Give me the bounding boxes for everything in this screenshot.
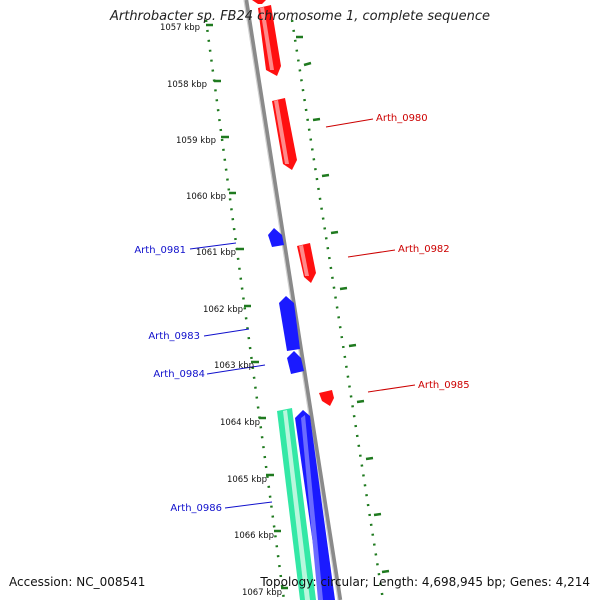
gene-arth-0983-arrow xyxy=(279,296,300,351)
tick-label: 1062 kbp xyxy=(203,305,243,315)
gene-label-arth-0982[interactable]: Arth_0982 xyxy=(398,244,450,255)
gene-labels: Arth_0980 Arth_0981 Arth_0982 Arth_0983 … xyxy=(134,113,469,514)
gene-arth-0981-arrow xyxy=(268,228,284,247)
tick-label: 1066 kbp xyxy=(234,531,274,541)
gene-arth-0984-arrow xyxy=(287,351,304,374)
gene-arth-0985-arrow xyxy=(319,390,334,406)
summary-label: Topology: circular; Length: 4,698,945 bp… xyxy=(260,575,590,589)
tick-label: 1064 kbp xyxy=(220,418,260,428)
major-ticks-right xyxy=(296,35,390,574)
tick-label: 1058 kbp xyxy=(167,80,207,90)
right-dotted-track xyxy=(290,19,385,600)
gene-label-arth-0985[interactable]: Arth_0985 xyxy=(418,380,470,391)
rna-genes xyxy=(277,408,316,600)
tick-label: 1067 kbp xyxy=(242,588,282,598)
genome-backbone xyxy=(243,0,343,600)
tick-label: 1057 kbp xyxy=(160,23,200,33)
tick-label: 1059 kbp xyxy=(176,136,216,146)
gene-label-arth-0980[interactable]: Arth_0980 xyxy=(376,113,428,124)
gene-arth-0979-arrow xyxy=(252,0,266,4)
label-leader-lines xyxy=(189,118,416,509)
major-ticks-left xyxy=(206,23,288,590)
map-title: Arthrobacter sp. FB24 chromosome 1, comp… xyxy=(109,9,491,24)
tick-label: 1065 kbp xyxy=(227,475,267,485)
gene-label-arth-0981[interactable]: Arth_0981 xyxy=(134,245,186,256)
tick-label: 1061 kbp xyxy=(196,248,236,258)
accession-label: Accession: NC_008541 xyxy=(9,575,146,589)
tick-label: 1060 kbp xyxy=(186,192,226,202)
forward-genes xyxy=(252,0,334,406)
gene-label-arth-0986[interactable]: Arth_0986 xyxy=(170,503,222,514)
tick-labels: 1057 kbp 1058 kbp 1059 kbp 1060 kbp 1061… xyxy=(160,23,282,598)
tick-label: 1063 kbp xyxy=(214,361,254,371)
reverse-genes xyxy=(268,228,335,600)
gene-label-arth-0984[interactable]: Arth_0984 xyxy=(153,369,205,380)
gene-label-arth-0983[interactable]: Arth_0983 xyxy=(148,331,200,342)
